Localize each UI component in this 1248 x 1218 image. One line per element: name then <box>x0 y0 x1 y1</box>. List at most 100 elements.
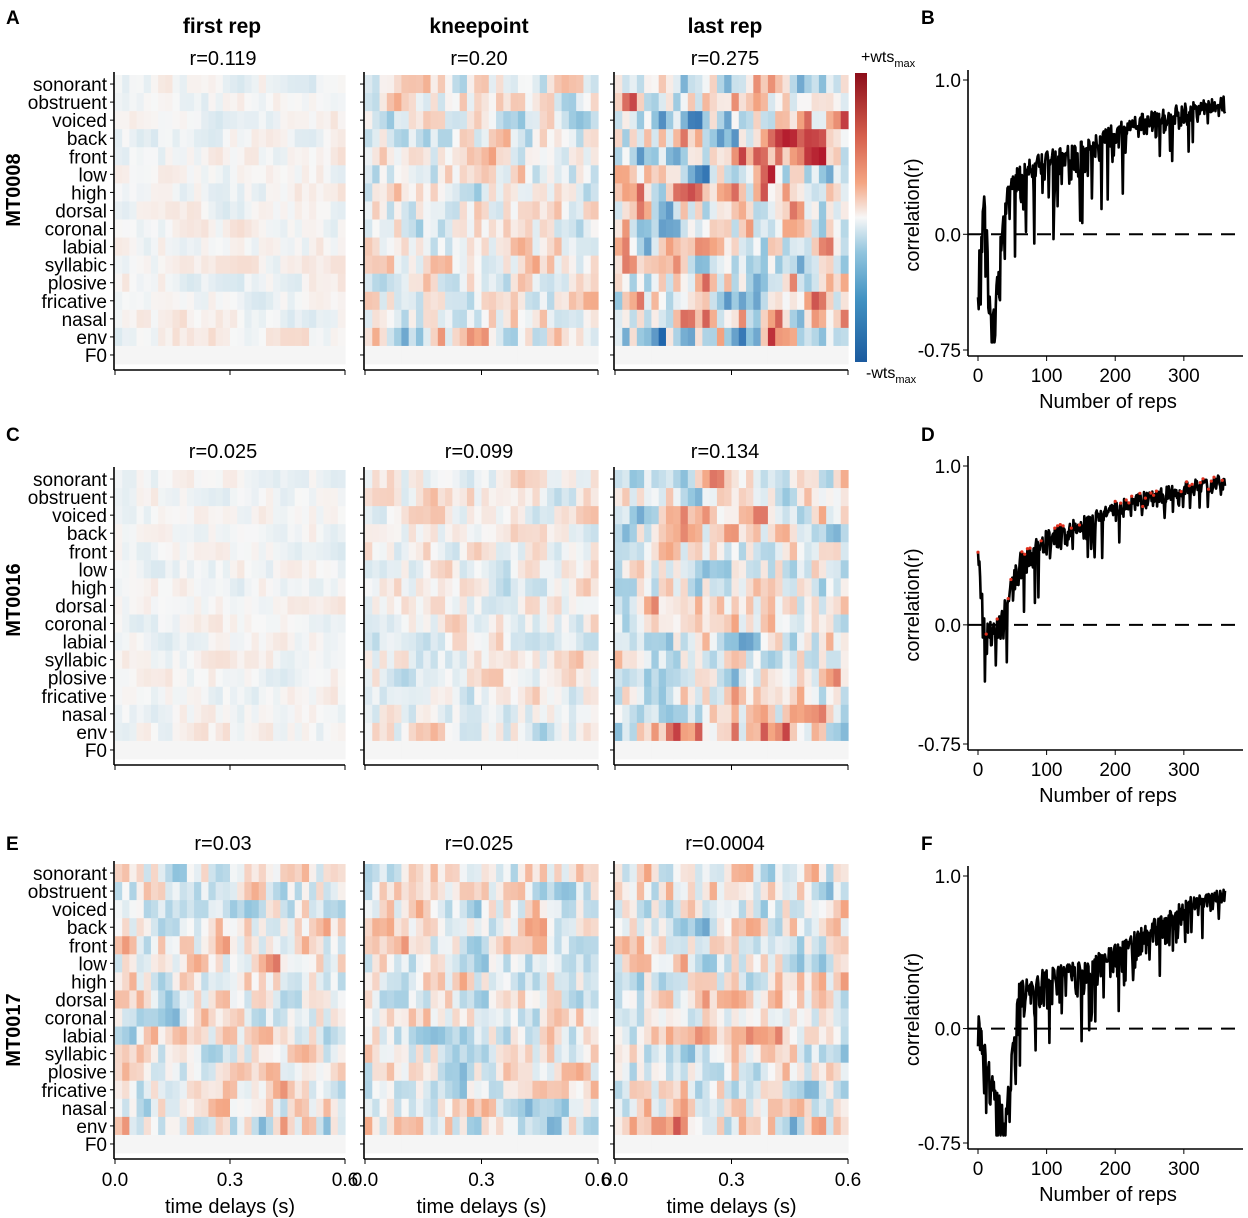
feature-label: env <box>76 723 107 744</box>
heatmap-cell <box>804 542 813 561</box>
heatmap-cell <box>731 1098 740 1118</box>
heatmap-cell <box>394 900 403 919</box>
heatmap-cell <box>437 488 446 507</box>
heatmap-cell <box>525 1116 534 1136</box>
heatmap-cell <box>179 650 188 670</box>
heatmap-cell <box>702 900 711 919</box>
heatmap-cell <box>716 291 725 311</box>
heatmap-cell <box>568 309 577 329</box>
feature-label: coronal <box>45 1009 107 1030</box>
heatmap-cell <box>280 632 289 652</box>
heatmap-cell <box>323 614 332 633</box>
heatmap-cell <box>452 722 461 742</box>
heatmap-cell <box>459 1134 468 1154</box>
heatmap-cell <box>804 255 813 275</box>
heatmap-cell <box>301 309 310 329</box>
heatmap-cell <box>150 309 159 329</box>
heatmap-cell <box>622 93 631 112</box>
heatmap-cell <box>695 93 703 112</box>
heatmap-cell <box>287 578 296 597</box>
heatmap-cell <box>687 75 696 94</box>
heatmap-cell <box>323 273 332 293</box>
x-tick-label: 0 <box>973 366 984 387</box>
heatmap-cell <box>474 147 483 166</box>
heatmap-cell <box>547 686 555 706</box>
heatmap-cell <box>568 578 577 597</box>
heatmap-cell <box>408 147 417 166</box>
heatmap-cell <box>496 918 504 937</box>
heatmap-cell <box>179 345 188 365</box>
heatmap-cell <box>554 1044 563 1064</box>
heatmap-cell <box>401 668 410 688</box>
heatmap-cell <box>165 165 174 184</box>
heatmap-cell <box>452 165 461 184</box>
heatmap-cell <box>316 900 325 919</box>
heatmap-cell <box>840 1008 849 1027</box>
heatmap-cell <box>496 1062 504 1082</box>
heatmap-cell <box>158 129 166 148</box>
heatmap-cell <box>115 219 123 238</box>
heatmap-cell <box>222 75 231 94</box>
heatmap-cell <box>651 936 660 955</box>
heatmap-cell <box>423 918 432 937</box>
heatmap-cell <box>208 345 217 365</box>
heatmap-cell <box>818 542 827 561</box>
heatmap-cell <box>658 578 667 597</box>
heatmap-cell <box>309 1062 317 1082</box>
heatmap-cell <box>840 882 849 901</box>
heatmap-cell <box>208 704 217 724</box>
heatmap-cell <box>760 237 769 257</box>
heatmap-cell <box>517 255 526 275</box>
heatmap-cell <box>481 309 490 329</box>
heatmap-cell <box>150 219 159 238</box>
heatmap-cell <box>474 506 483 525</box>
heatmap-cell <box>687 93 696 112</box>
heatmap-cell <box>408 506 417 525</box>
heatmap-cell <box>615 183 623 202</box>
heatmap-cell <box>201 704 210 724</box>
heatmap-cell <box>716 740 725 760</box>
heatmap-cell <box>158 237 166 257</box>
heatmap-cell <box>510 93 519 112</box>
heatmap-cell <box>136 596 145 615</box>
heatmap-cell <box>665 560 674 579</box>
heatmap-cell <box>230 900 238 919</box>
heatmap-cell <box>115 990 123 1009</box>
heatmap-cell <box>554 900 563 919</box>
heatmap-cell <box>372 542 381 561</box>
heatmap-cell <box>680 882 689 901</box>
heatmap-cell <box>724 882 733 901</box>
heatmap-cell <box>258 327 267 347</box>
heatmap-cell <box>280 954 289 973</box>
heatmap-cell <box>309 686 317 706</box>
heatmap-cell <box>273 470 281 489</box>
heatmap-cell <box>510 1008 519 1027</box>
heatmap-cell <box>150 1116 159 1136</box>
heatmap-cell <box>525 936 534 955</box>
heatmap-cell <box>525 882 534 901</box>
heatmap-cell <box>804 165 813 184</box>
heatmap-cell <box>415 1080 424 1100</box>
heatmap-cell <box>194 990 202 1009</box>
heatmap-cell <box>746 147 754 166</box>
heatmap-cell <box>165 918 174 937</box>
heatmap-cell <box>488 864 497 883</box>
heatmap-cell <box>665 596 674 615</box>
heatmap-cell <box>789 129 798 148</box>
heatmap-cell <box>826 345 835 365</box>
correlation-point <box>1212 475 1216 479</box>
heatmap-cell <box>840 237 849 257</box>
heatmap-cell <box>622 183 631 202</box>
heatmap-cell <box>301 129 310 148</box>
heatmap-cell <box>122 111 130 130</box>
heatmap-cell <box>797 614 805 633</box>
heatmap-cell <box>280 488 289 507</box>
feature-label: low <box>78 165 107 186</box>
heatmap-cell <box>503 219 512 238</box>
heatmap-cell <box>222 668 231 688</box>
heatmap-cell <box>488 1062 497 1082</box>
heatmap-cell <box>201 165 210 184</box>
heatmap-cell <box>833 740 842 760</box>
heatmap-cell <box>129 1116 138 1136</box>
heatmap-cell <box>323 255 332 275</box>
